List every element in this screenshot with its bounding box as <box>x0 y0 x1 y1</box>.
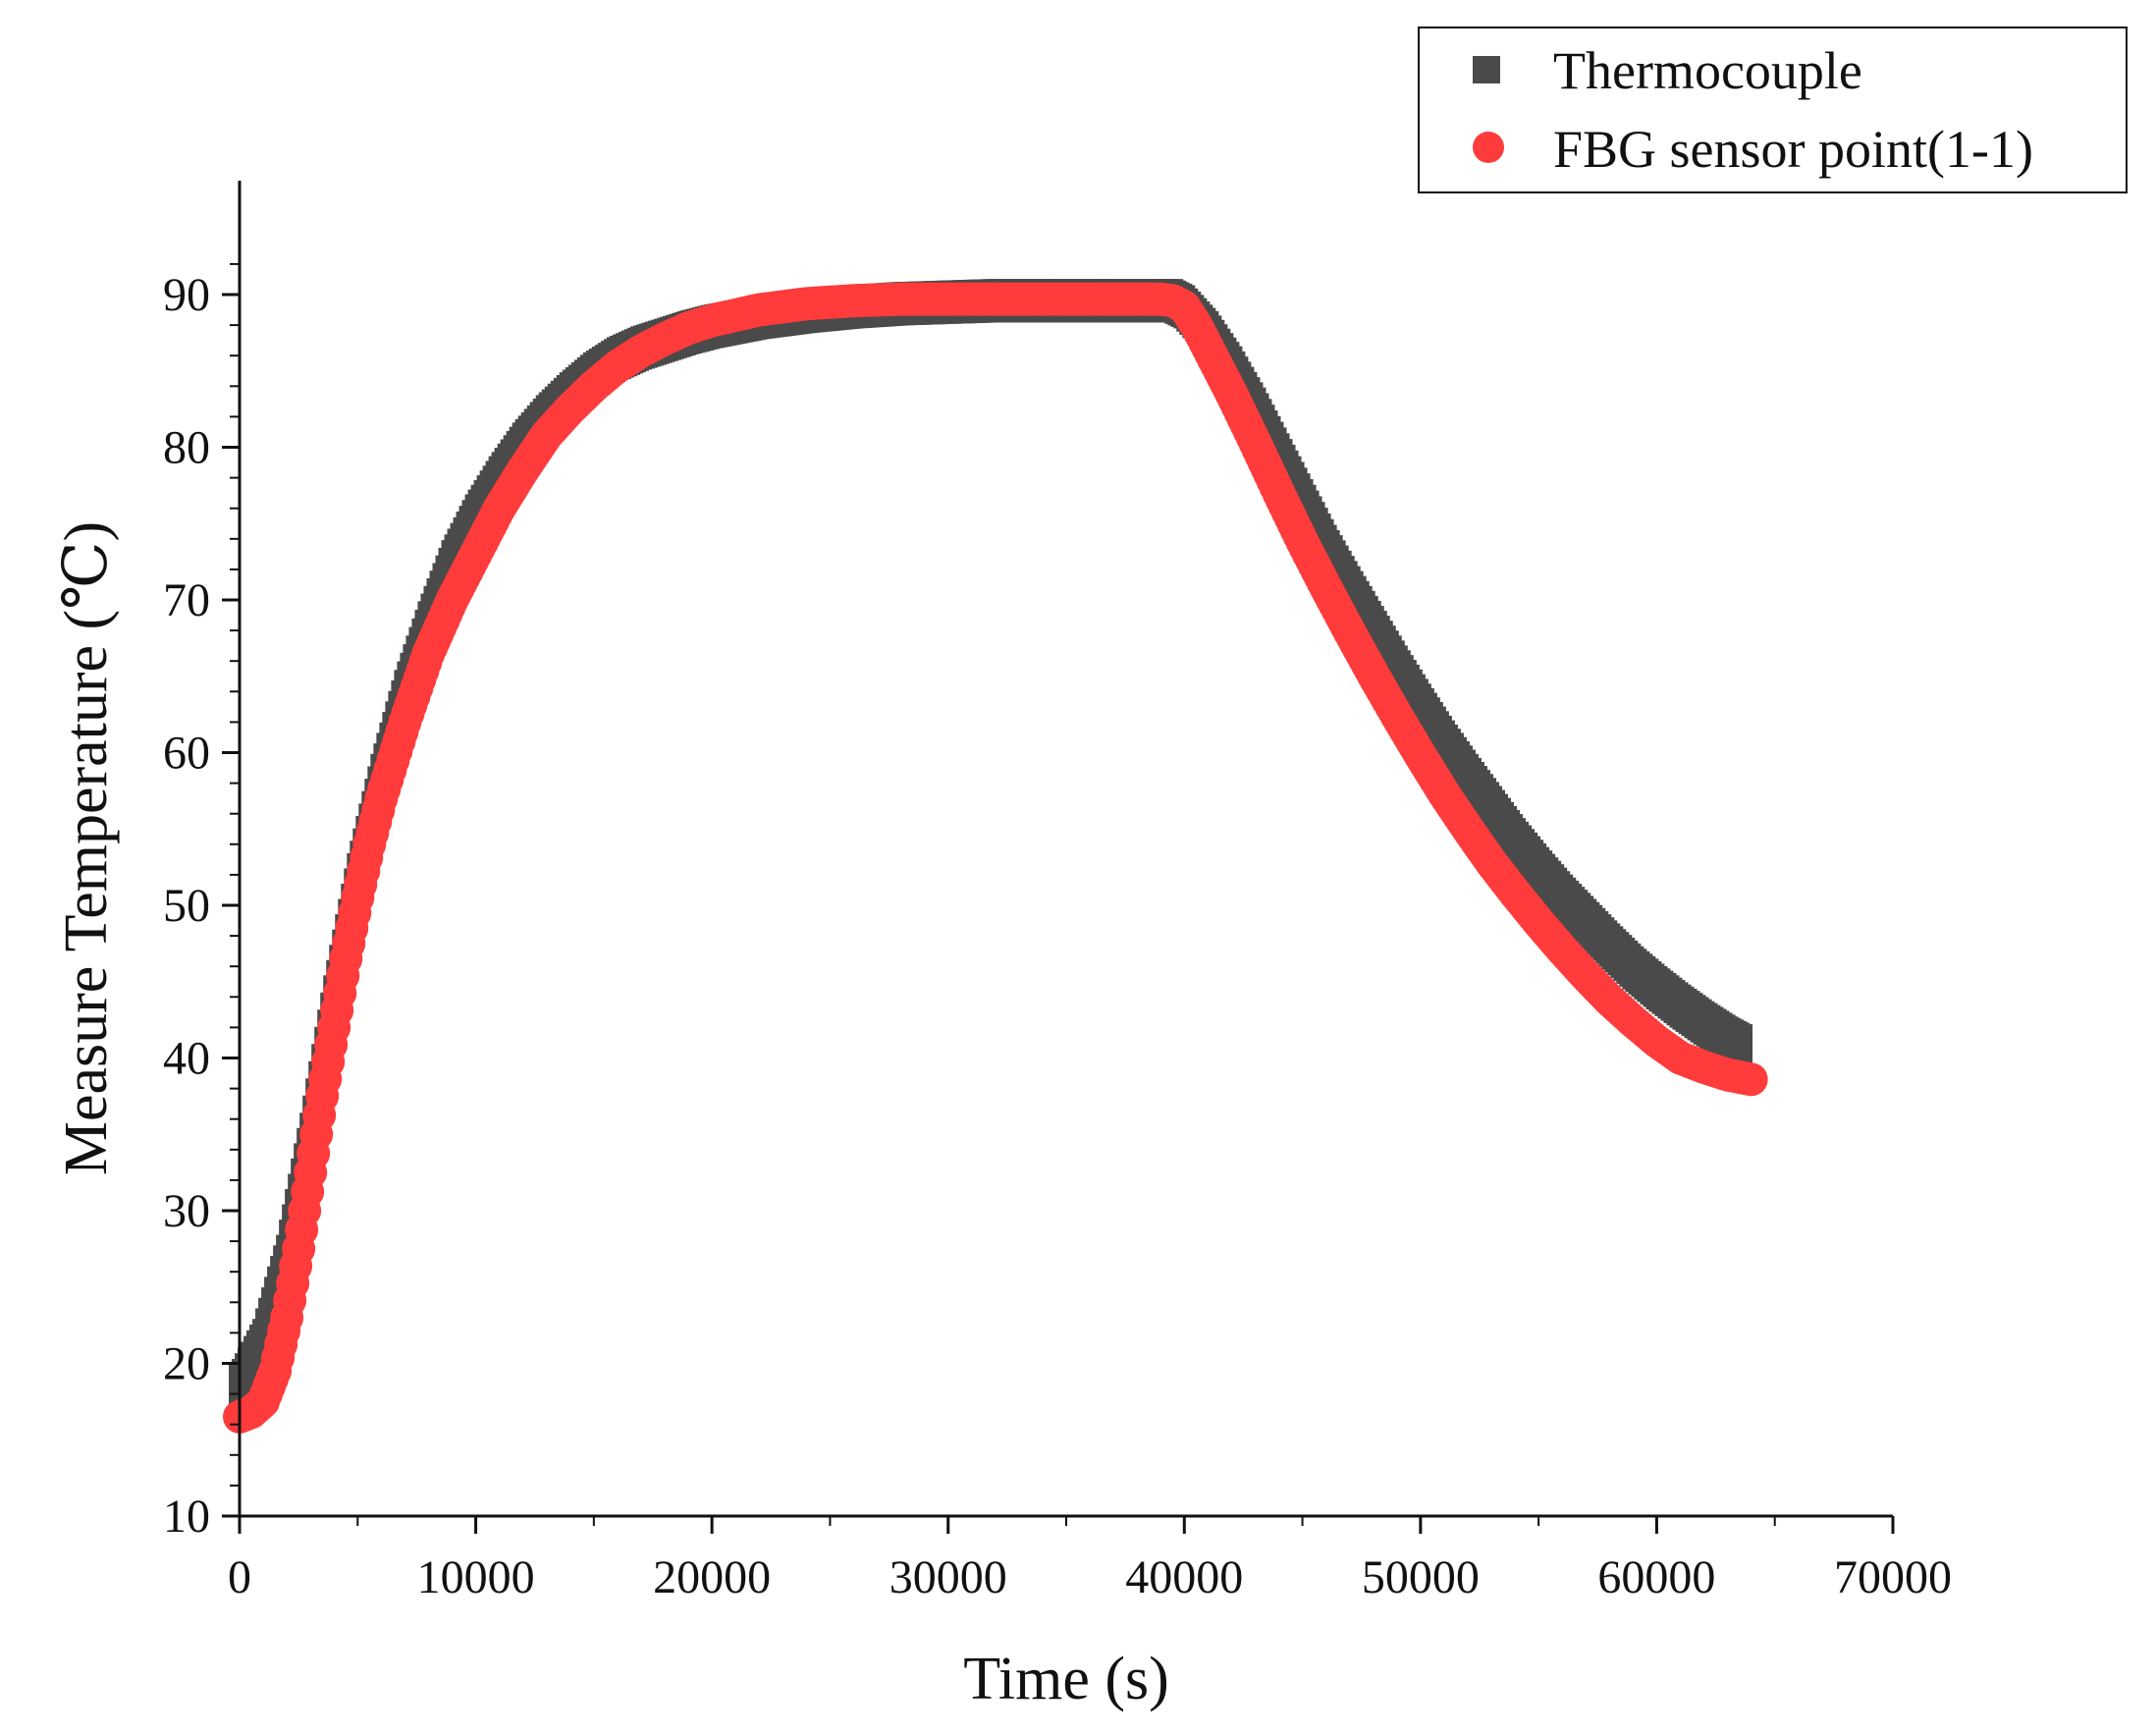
y-tick-label: 90 <box>163 269 210 321</box>
x-tick-label: 50000 <box>1362 1551 1480 1603</box>
x-tick-label: 70000 <box>1834 1551 1952 1603</box>
x-tick-label: 20000 <box>653 1551 771 1603</box>
legend-marker-fbg-sensor <box>1473 132 1504 163</box>
plot-series-layer <box>223 279 1768 1434</box>
x-tick-label: 30000 <box>889 1551 1007 1603</box>
x-tick-label: 60000 <box>1597 1551 1715 1603</box>
axis-ticks: 0 10000 20000 30000 40000 50000 60000 70000 10 20… <box>163 262 1952 1603</box>
y-tick-label: 30 <box>163 1185 210 1237</box>
legend-marker-thermocouple <box>1473 56 1500 83</box>
y-tick-label: 80 <box>163 422 210 474</box>
fbg-sensor-point <box>1734 1062 1768 1097</box>
x-tick-label: 0 <box>228 1551 251 1603</box>
y-tick-label: 40 <box>163 1033 210 1085</box>
legend-label-thermocouple: Thermocouple <box>1553 41 1862 100</box>
legend-box <box>1418 27 2128 193</box>
y-axis-title: Measure Temperature (℃) <box>53 521 120 1175</box>
y-tick-label: 50 <box>163 880 210 932</box>
legend: Thermocouple FBG sensor point(1-1) <box>1418 27 2128 193</box>
thermocouple-point <box>1731 1024 1753 1068</box>
x-tick-label: 10000 <box>417 1551 535 1603</box>
x-axis-title: Time (s) <box>963 1646 1169 1712</box>
axes <box>238 181 1893 1518</box>
series-fbg-sensor <box>223 282 1768 1434</box>
legend-label-fbg-sensor: FBG sensor point(1-1) <box>1553 120 2033 179</box>
y-tick-label: 60 <box>163 728 210 780</box>
y-tick-label: 10 <box>163 1491 210 1543</box>
y-tick-label: 20 <box>163 1338 210 1390</box>
y-tick-label: 70 <box>163 574 210 626</box>
x-tick-label: 40000 <box>1125 1551 1243 1603</box>
series-thermocouple <box>229 279 1753 1408</box>
